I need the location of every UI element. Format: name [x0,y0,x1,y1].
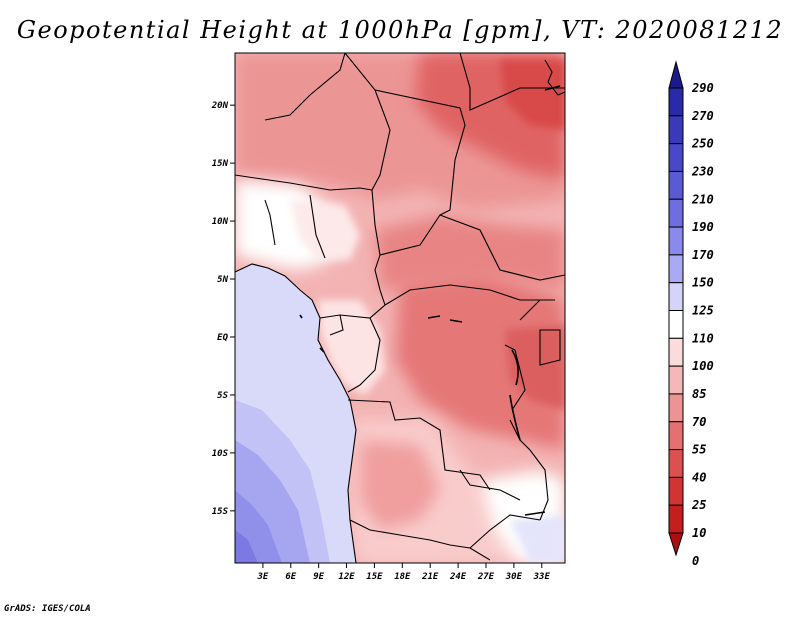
lakes [299,85,561,516]
colorbar-segment [668,532,684,557]
map-panel [235,53,565,563]
colorbar-segment [668,310,684,339]
lon-tick-label: 30E [505,572,523,582]
coastlines-borders [235,53,565,563]
colorbar-segment [668,143,684,172]
lon-tick-label: 9E [313,572,324,582]
lat-tick-label: 10N [212,217,229,227]
colorbar-label: 70 [692,415,706,429]
lon-axis: 3E 6E 9E 12E 15E 18E 21E 24E 27E 30E 33E [256,563,550,582]
chart-title: Geopotential Height at 1000hPa [gpm], VT… [16,16,784,44]
colorbar-label: 250 [691,137,714,151]
colorbar-label: 110 [692,331,714,345]
colorbar-label: 125 [692,304,714,318]
colorbar-segment [668,254,684,284]
colorbar-segment [668,115,684,145]
lon-tick-label: 3E [256,572,268,582]
lat-tick-label: EQ [217,333,228,343]
lat-tick-label: 10S [212,449,229,459]
lat-tick-label: 20N [211,101,229,111]
credit-text: GrADS: IGES/COLA [4,604,91,614]
colorbar-segment [668,504,684,534]
lon-tick-label: 33E [533,572,551,582]
lat-tick-label: 15N [212,159,229,169]
lat-axis: 20N 15N 10N 5N EQ 5S 10S 15S [211,101,235,517]
colorbar-label: 230 [691,164,714,178]
lon-tick-label: 27E [477,572,495,582]
colorbar-segment [668,226,684,256]
colorbar-label: 40 [692,470,706,484]
colorbar-segment [668,60,684,89]
colorbar-label: 100 [692,359,714,373]
colorbar-segment [668,170,684,200]
colorbar-label: 10 [692,526,706,540]
lon-tick-label: 21E [421,572,439,582]
map-frame [234,52,566,564]
lat-tick-label: 5S [217,391,228,401]
ocean-field [235,264,356,563]
colorbar-label: 25 [691,498,706,512]
lon-tick-label: 24E [449,572,467,582]
lon-tick-label: 6E [285,572,296,582]
colorbar-segment [668,476,684,506]
colorbar-segment [668,393,684,423]
colorbar-segment [668,87,684,117]
colorbar-label: 270 [691,109,714,123]
colorbar-label: 85 [692,387,706,401]
lon-tick-label: 12E [338,572,355,582]
land-shading [235,53,565,563]
colorbar-segment [668,449,684,478]
colorbar-label: 170 [692,248,714,262]
colorbar-label: 290 [691,81,714,95]
colorbar-label: 190 [692,220,714,234]
colorbar-segment [668,365,684,395]
colorbar-label: 210 [691,192,714,206]
colorbar-segment [668,282,684,311]
lon-tick-label: 15E [366,572,383,582]
colorbar-label: 150 [692,276,714,290]
colorbar-segment [668,421,684,451]
colorbar-segment [668,337,684,367]
colorbar: 2902702502302101901701501251101008570554… [668,60,714,568]
colorbar-segment [668,198,684,228]
colorbar-label: 0 [692,554,699,568]
lon-tick-label: 18E [394,572,411,582]
lat-tick-label: 5N [217,275,228,285]
lat-tick-label: 15S [212,507,229,517]
colorbar-label: 55 [692,443,706,457]
